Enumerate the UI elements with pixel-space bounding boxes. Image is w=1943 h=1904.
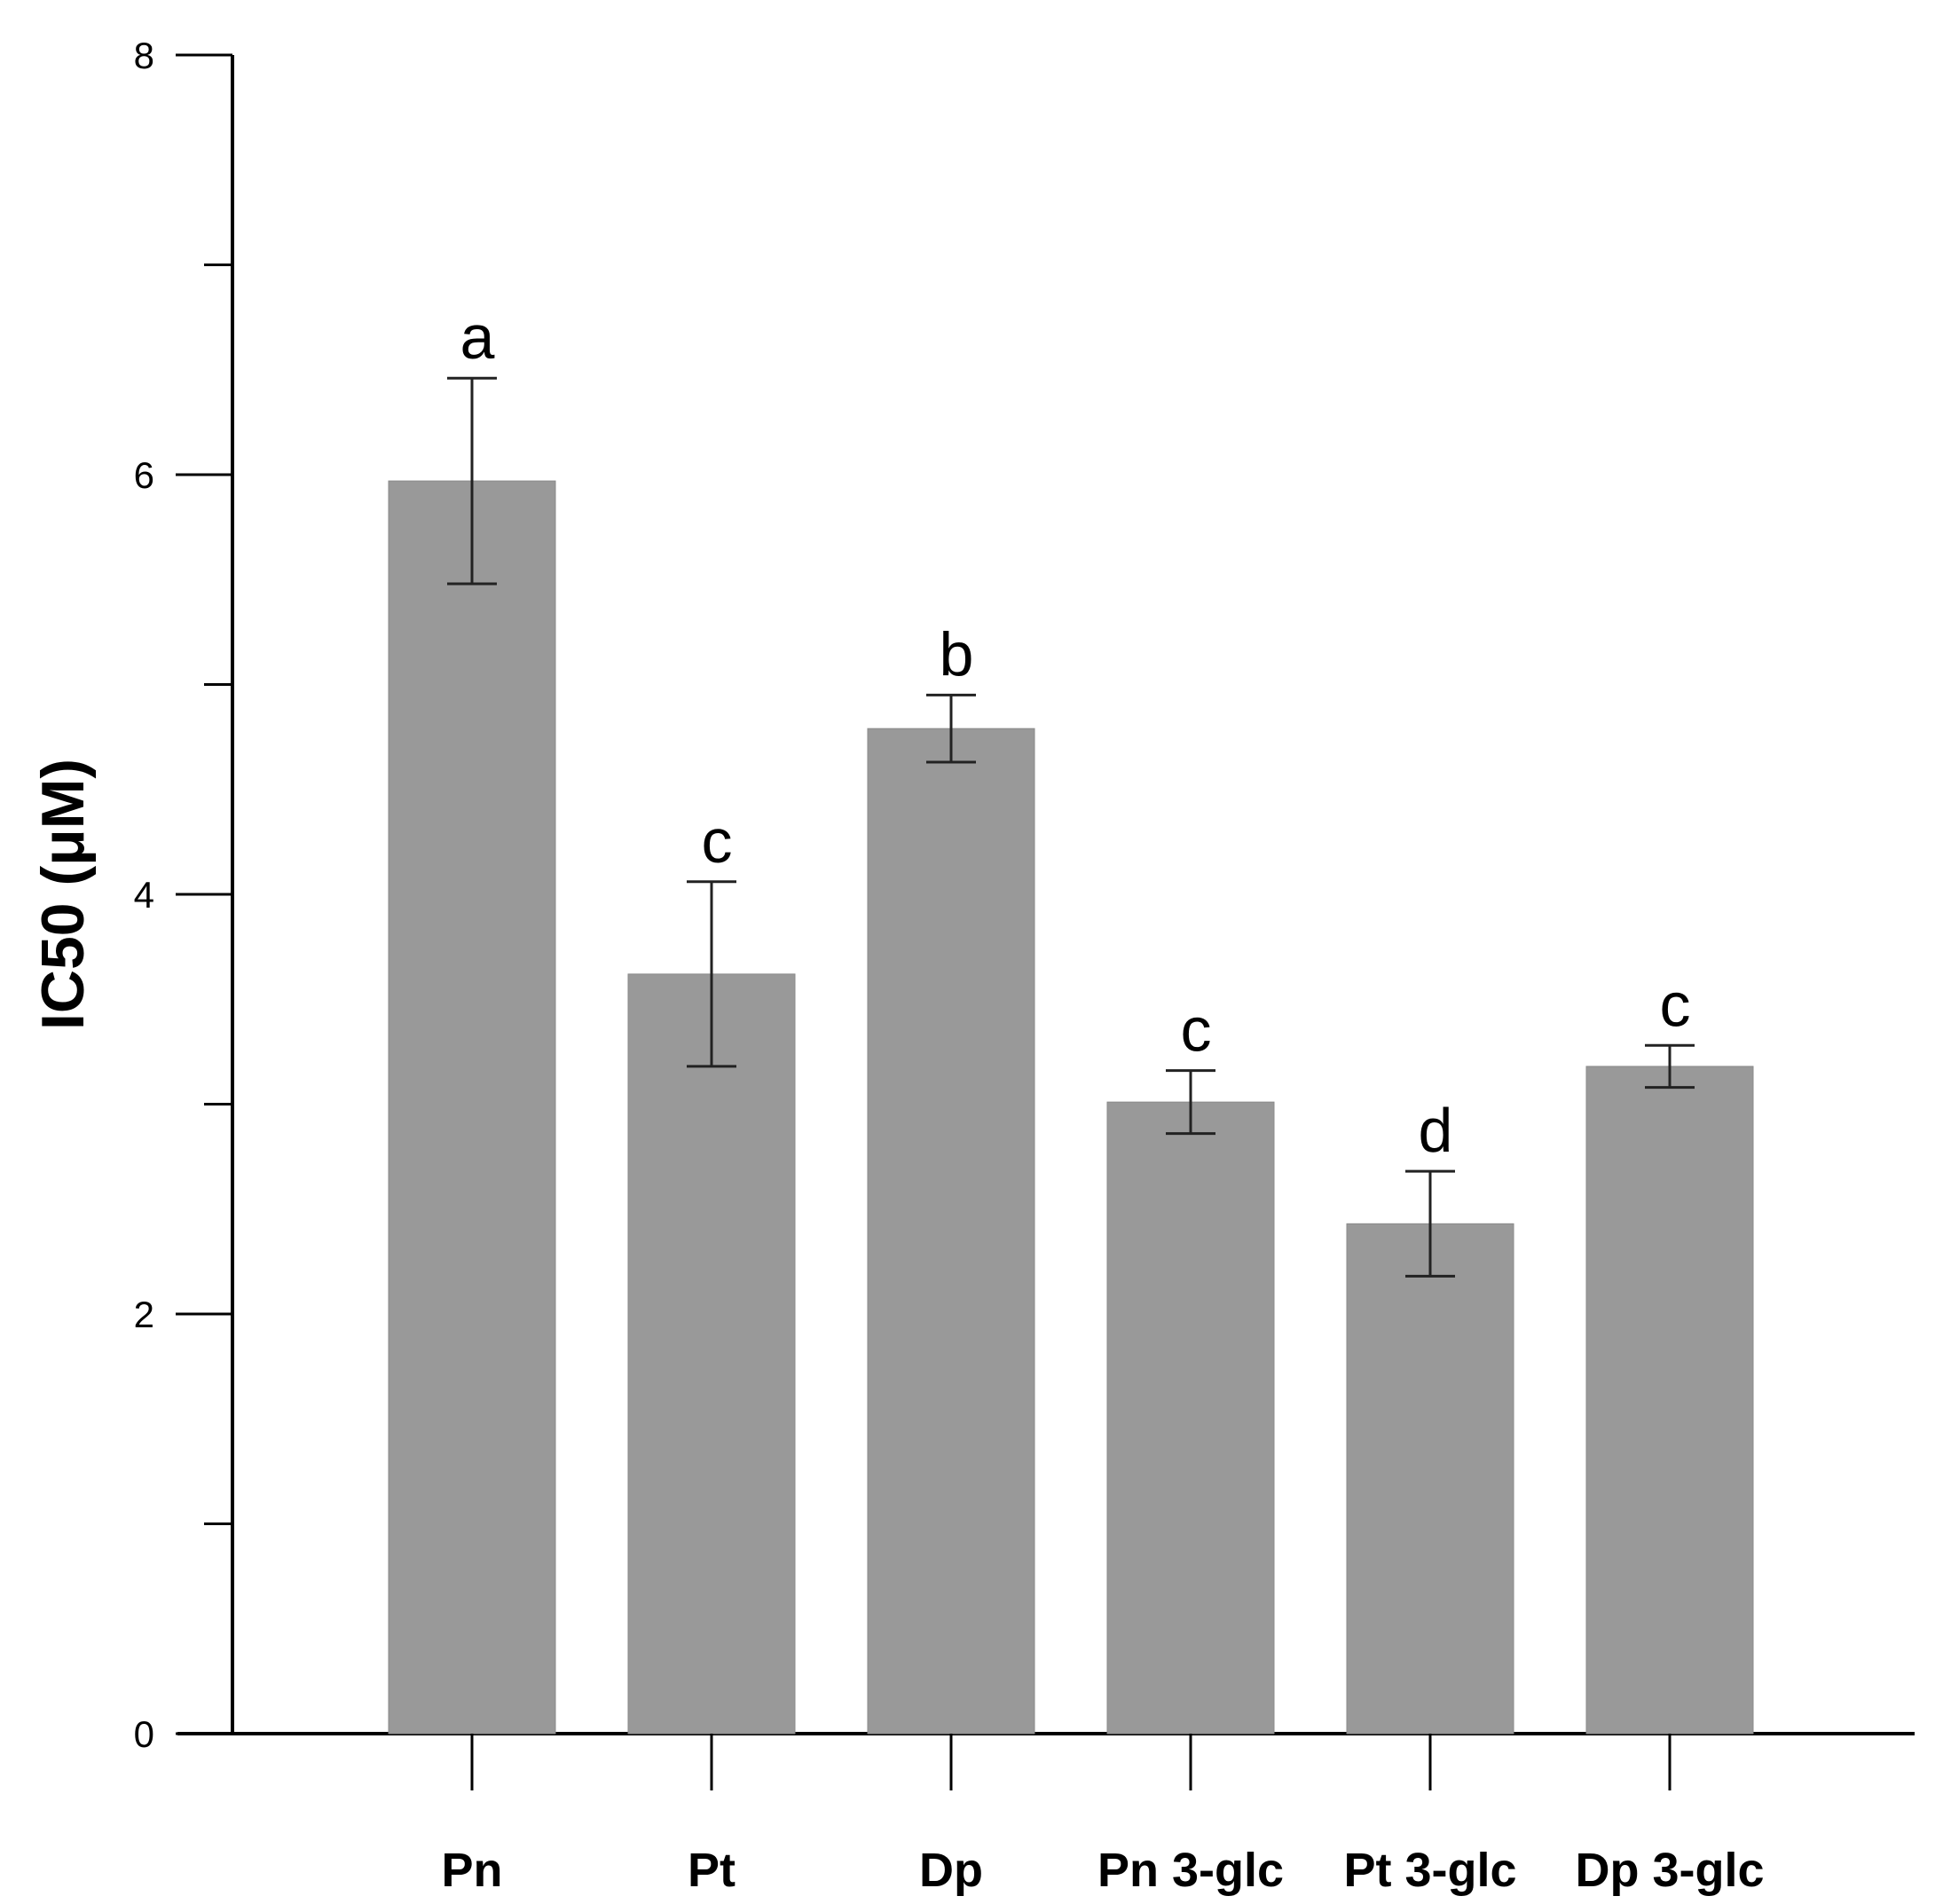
bar [388, 480, 556, 1735]
bar [1106, 1101, 1275, 1735]
y-axis-label: IC50 (μM) [29, 759, 97, 1030]
bar [867, 728, 1035, 1735]
significance-letter: b [940, 619, 974, 688]
bar [627, 973, 796, 1735]
x-tick-label: Dp [919, 1844, 983, 1897]
y-tick-label: 4 [134, 874, 154, 916]
y-tick-label: 6 [134, 454, 154, 496]
significance-letter: d [1419, 1096, 1453, 1165]
bars [388, 480, 1754, 1735]
y-tick-label: 2 [134, 1294, 154, 1335]
x-tick-label: Pt [688, 1844, 736, 1897]
significance-letter: c [1660, 970, 1691, 1039]
significance-letter: a [460, 303, 495, 372]
x-tick-label: Dp 3-glc [1575, 1844, 1764, 1897]
bar [1585, 1066, 1754, 1735]
x-tick-label: Pn 3-glc [1097, 1844, 1284, 1897]
significance-letters: a c b c d c [460, 303, 1691, 1165]
bar [1346, 1223, 1514, 1735]
y-tick-label: 0 [134, 1713, 154, 1755]
y-ticks: 0 2 4 6 8 [134, 35, 232, 1755]
x-tick-label: Pt 3-glc [1343, 1844, 1516, 1897]
error-bars [447, 376, 1695, 1278]
significance-letter: c [1181, 995, 1212, 1065]
significance-letter: c [702, 806, 733, 876]
y-tick-label: 8 [134, 35, 154, 76]
x-tick-label: Pn [441, 1844, 502, 1897]
x-ticks: Pn Pt Dp Pn 3-glc Pt 3-glc Dp 3-glc [441, 1734, 1765, 1897]
